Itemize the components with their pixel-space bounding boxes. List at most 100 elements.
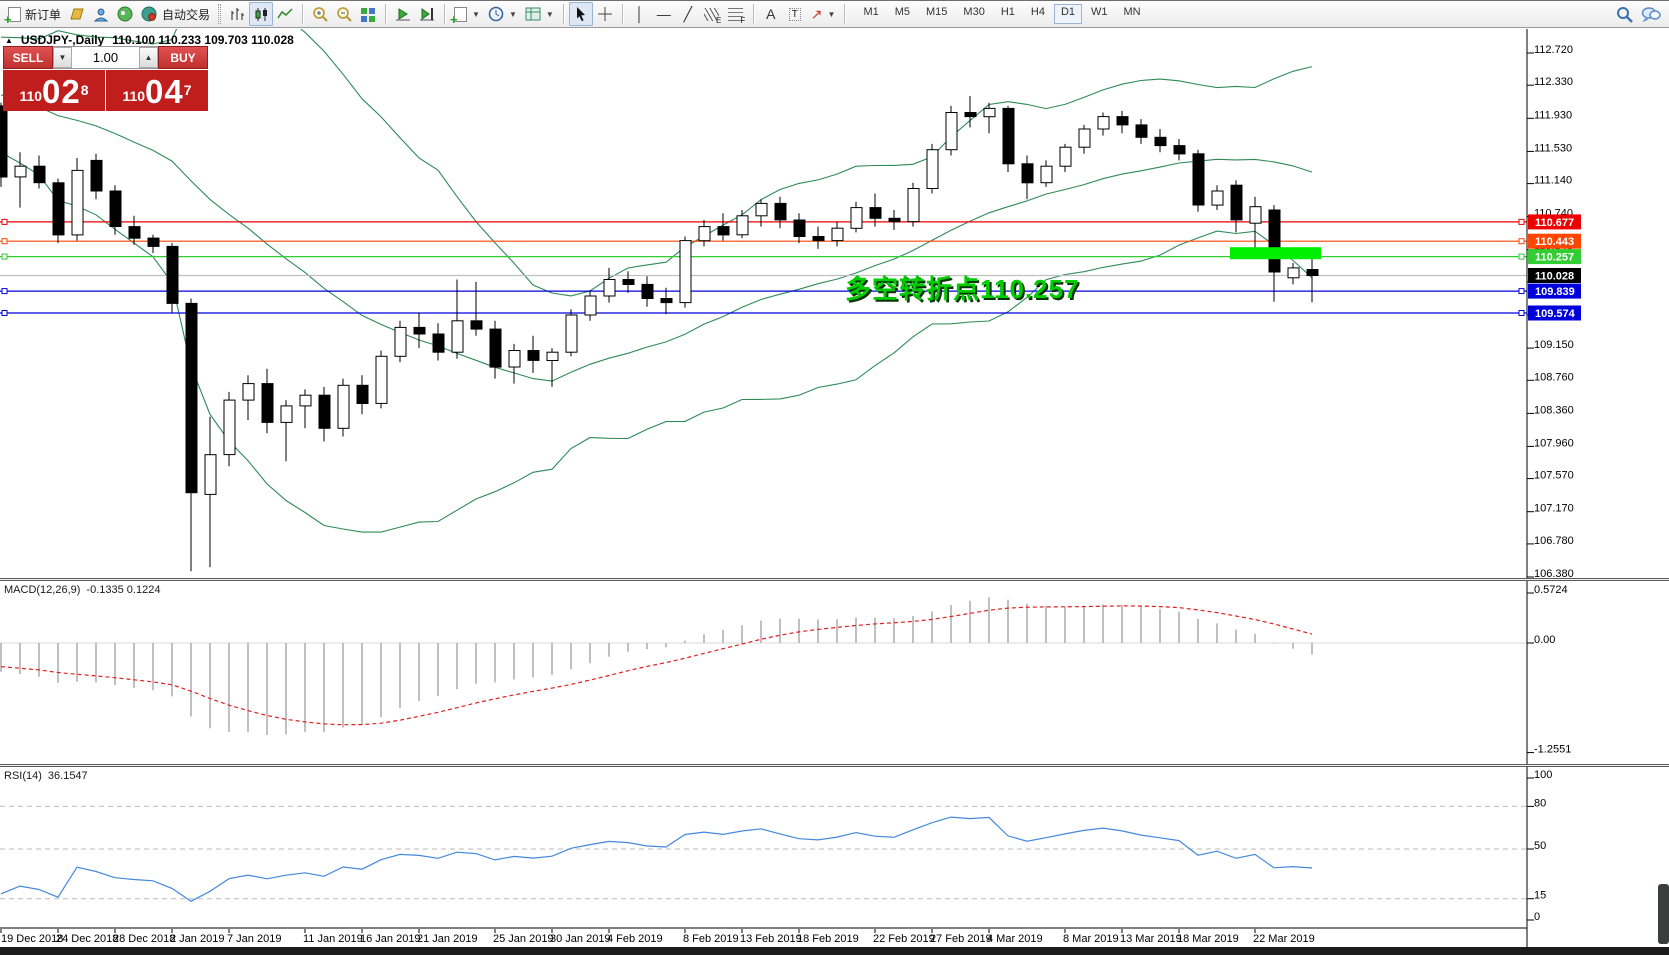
new-order-button[interactable]: + 新订单 [4, 2, 65, 26]
candle-body [147, 237, 160, 247]
date-tick-label: 11 Jan 2019 [303, 933, 363, 945]
toolbar-separator [385, 4, 387, 24]
candle-body [983, 107, 996, 118]
sell-price-figure: 110 [19, 88, 43, 104]
candle-body [375, 355, 388, 404]
chart-annotation-text[interactable]: 多空转折点110.257 [845, 274, 1080, 304]
indicators-button[interactable]: + ▼ [450, 2, 484, 26]
history-button[interactable] [65, 2, 89, 26]
candle-body [603, 279, 616, 297]
highlight-rectangle[interactable] [1230, 247, 1321, 260]
new-order-label: 新订单 [25, 7, 62, 22]
timeframe-w1-button[interactable]: W1 [1091, 6, 1108, 18]
zoom-out-button[interactable] [332, 2, 356, 26]
auto-trading-button[interactable]: 自动交易 [137, 2, 214, 26]
arrow-shapes-icon: ↗ [810, 6, 823, 22]
pane-separator-rsi[interactable] [0, 764, 1669, 767]
toolbar-separator [302, 4, 304, 24]
sell-price-display[interactable]: 110 02 8 [3, 70, 105, 111]
equidistant-channel-icon: E [704, 7, 721, 25]
toolbar-separator [562, 4, 564, 24]
timeframe-m15-button[interactable]: M15 [926, 6, 948, 18]
auto-scroll-icon [395, 7, 411, 22]
bar-chart-icon [230, 7, 245, 21]
collapse-icon[interactable]: ▲ [5, 35, 13, 45]
candle-body [1078, 128, 1091, 148]
text-label-tool-button[interactable]: T [783, 2, 807, 26]
candle-body [831, 227, 844, 242]
chart-shift-button[interactable] [415, 2, 439, 26]
level-line-anchor[interactable] [1518, 288, 1525, 295]
candle-body [1059, 146, 1072, 167]
search-button[interactable] [1612, 2, 1637, 26]
text-tool-button[interactable]: A [759, 2, 783, 26]
sell-button[interactable]: SELL [3, 46, 53, 69]
bar-chart-button[interactable] [225, 2, 249, 26]
timeframe-m30-button[interactable]: M30 [963, 6, 985, 18]
level-line-anchor[interactable] [1518, 238, 1525, 245]
volume-up-button[interactable]: ▲ [139, 47, 158, 68]
timeframe-m1-button[interactable]: M1 [863, 6, 879, 18]
candle-body [451, 320, 464, 353]
candlestick-chart-button[interactable] [249, 2, 274, 26]
zoom-out-icon [336, 6, 352, 22]
timeframe-group: M1 M5 M15 M30 H1 H4 D1 W1 MN [856, 4, 1147, 24]
pane-separator-macd[interactable] [0, 578, 1669, 581]
crosshair-tool-button[interactable] [593, 2, 617, 26]
level-line-anchor[interactable] [1518, 310, 1525, 316]
chart-canvas[interactable]: 112.720112.330111.930111.530111.140110.7… [0, 29, 1669, 955]
level-line-anchor[interactable] [1, 238, 8, 245]
candle-body [90, 159, 103, 192]
timeframe-m5-button[interactable]: M5 [894, 6, 911, 18]
profile-button[interactable] [89, 2, 113, 26]
horizontal-line-tool-button[interactable]: — [652, 2, 676, 26]
level-line-anchor[interactable] [1, 218, 8, 225]
level-line-anchor[interactable] [1518, 218, 1525, 225]
arrows-tool-button[interactable]: ↗ ▼ [807, 2, 840, 26]
candle-body [166, 245, 179, 304]
signal-button[interactable] [113, 2, 137, 26]
candle-body [1135, 124, 1148, 138]
zoom-in-icon [312, 6, 328, 22]
buy-price-display[interactable]: 110 04 7 [106, 70, 208, 111]
candle-body [33, 165, 46, 184]
timeframe-mn-button[interactable]: MN [1123, 6, 1141, 18]
axis-tick-label: 112.330 [1534, 76, 1573, 88]
candle-body [394, 326, 407, 357]
level-line-anchor[interactable] [1, 310, 8, 316]
channel-tool-button[interactable]: E [700, 2, 724, 26]
vertical-scrollbar-thumb[interactable] [1658, 884, 1669, 944]
chart-window[interactable]: 112.720 112.330 111.930 111.530 111.140 110.7… [0, 29, 1669, 955]
rsi-pane[interactable] [0, 805, 1527, 902]
timeframe-h1-button[interactable]: H1 [1000, 6, 1015, 18]
level-line-anchor[interactable] [1, 253, 8, 260]
volume-input[interactable] [72, 47, 139, 68]
vertical-line-tool-button[interactable]: │ [628, 2, 652, 26]
trendline-tool-button[interactable]: ╱ [676, 2, 700, 26]
cursor-tool-button[interactable] [568, 2, 593, 26]
level-line-anchor[interactable] [1, 288, 8, 295]
line-chart-button[interactable] [273, 2, 297, 26]
candle-body [261, 383, 274, 423]
tile-windows-button[interactable] [356, 2, 380, 26]
toolbar-separator [752, 4, 754, 24]
timeframe-h4-button[interactable]: H4 [1030, 6, 1045, 18]
date-tick-label: 19 Dec 2018 [1, 933, 63, 945]
level-line-anchor[interactable] [1518, 253, 1525, 260]
fibonacci-tool-button[interactable]: F [724, 2, 748, 26]
timeframe-d1-button[interactable]: D1 [1053, 4, 1083, 24]
auto-scroll-button[interactable] [391, 2, 415, 26]
chevron-down-icon: ▼ [472, 9, 480, 19]
volume-down-button[interactable]: ▼ [53, 47, 72, 68]
date-tick-label: 27 Feb 2019 [930, 933, 992, 945]
buy-button[interactable]: BUY [158, 46, 208, 69]
macd-pane[interactable] [0, 597, 1527, 735]
chat-button[interactable] [1637, 2, 1665, 26]
candle-body [242, 383, 255, 401]
main-price-pane[interactable] [0, 29, 1527, 572]
zoom-in-button[interactable] [308, 2, 332, 26]
periods-button[interactable]: ▼ [484, 2, 521, 26]
templates-button[interactable]: ▼ [521, 2, 558, 26]
date-tick-label: 18 Feb 2019 [797, 933, 859, 945]
auto-trading-label: 自动交易 [162, 7, 211, 22]
